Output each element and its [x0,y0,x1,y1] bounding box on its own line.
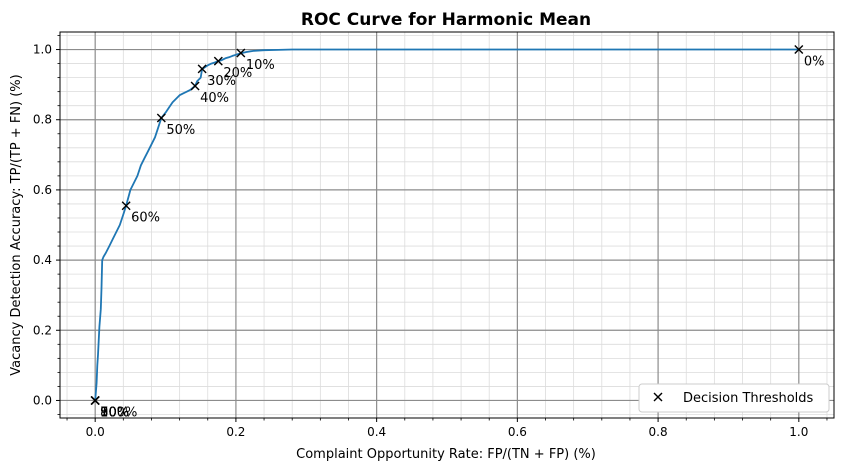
y-tick-label: 0.4 [33,253,52,267]
y-tick-label: 0.0 [33,393,52,407]
x-tick-label: 0.4 [367,425,386,439]
x-tick-label: 0.2 [226,425,245,439]
threshold-marker [121,201,131,211]
threshold-label: 80% [100,405,129,420]
y-tick-label: 0.8 [33,113,52,127]
threshold-labels: 0% 10%20%30% 40% 50% 60% 70%80%90%100% [100,55,824,421]
threshold-marker [197,64,207,74]
roc-series [94,48,799,401]
threshold-label: 20% [223,66,252,81]
legend-label: Decision Thresholds [683,391,814,406]
y-axis-label: Vacancy Detection Accuracy: TP/(TP + FN)… [9,74,24,375]
y-tick-label: 0.2 [33,323,52,337]
legend: Decision Thresholds [638,383,830,413]
y-tick-label: 0.6 [33,183,52,197]
legend-marker [653,392,663,402]
x-tick-label: 0.6 [508,425,527,439]
threshold-label: 0% [804,55,825,70]
threshold-label: 70% [100,405,129,420]
x-axis-ticks: 0.0 0.2 0.4 0.6 0.8 1.0 [66,418,828,439]
y-tick-label: 1.0 [33,43,52,57]
chart-title: ROC Curve for Harmonic Mean [301,10,591,30]
roc-curve-line [94,48,799,401]
x-tick-label: 0.8 [649,425,668,439]
plot-frame [59,31,835,419]
legend-box [638,383,830,413]
threshold-label: 40% [200,91,229,106]
threshold-label: 90% [100,405,129,420]
threshold-label: 100% [100,405,137,420]
y-axis-ticks: 0.0 0.2 0.4 0.6 0.8 1.0 [33,35,60,415]
threshold-marker [236,48,246,58]
threshold-label: 60% [131,211,160,226]
x-tick-label: 0.0 [86,425,105,439]
threshold-label: 30% [207,74,236,89]
minor-grid [60,32,834,418]
threshold-markers [90,45,804,405]
threshold-marker [213,56,223,66]
x-axis-label: Complaint Opportunity Rate: FP/(TN + FP)… [296,447,596,462]
threshold-marker [794,45,804,55]
threshold-marker [156,113,166,123]
x-tick-label: 1.0 [789,425,808,439]
threshold-marker [190,81,200,91]
threshold-label: 50% [166,123,195,138]
threshold-marker [90,395,100,405]
major-grid [60,32,834,418]
threshold-label: 10% [246,58,275,73]
